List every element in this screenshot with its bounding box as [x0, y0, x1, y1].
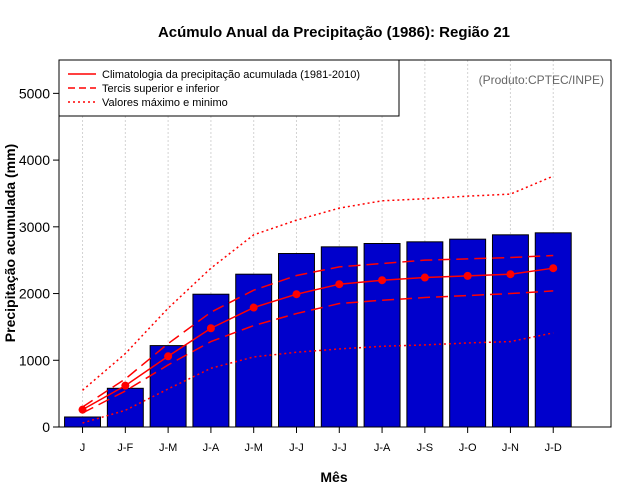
chart-title: Acúmulo Anual da Precipitação (1986): Re… [158, 24, 510, 41]
bar [449, 238, 487, 428]
climatology-point [420, 273, 429, 282]
x-tick-label: J-N [502, 442, 519, 454]
y-tick-label: 4000 [19, 152, 50, 168]
x-tick-label: J-M [245, 442, 263, 454]
x-tick-label: J-F [117, 442, 133, 454]
climatology-point [378, 276, 387, 285]
y-axis-title: Precipitação acumulada (mm) [2, 144, 18, 342]
x-axis-ticks: J J-F J-M J-A J-M J-J J-J J-A J-S J-O J-N J-D [80, 427, 562, 454]
series-line [82, 290, 554, 414]
climatology-point [335, 280, 344, 289]
legend-box [58, 59, 400, 117]
bar [64, 416, 102, 428]
y-tick-label: 0 [42, 419, 50, 435]
bar [106, 387, 144, 428]
legend: Climatologia da precipitação acumulada (… [58, 59, 400, 117]
legend-label-climatology: Climatologia da precipitação acumulada (… [102, 69, 360, 81]
bar [320, 246, 358, 428]
y-tick-label: 5000 [19, 85, 50, 101]
x-tick-label: J-A [374, 442, 391, 454]
bar [235, 273, 273, 428]
bar [534, 232, 572, 428]
climatology-point [121, 381, 130, 390]
x-tick-label: J-D [545, 442, 562, 454]
series-line [82, 332, 554, 424]
series-line [82, 267, 554, 411]
x-tick-label: J-A [203, 442, 220, 454]
climatology-point [206, 324, 215, 333]
legend-label-tercils: Tercis superior e inferior [102, 83, 220, 95]
climatology-point [549, 264, 558, 273]
climatology-point [292, 290, 301, 299]
bars-group [64, 232, 572, 428]
x-tick-label: J-J [289, 442, 304, 454]
source-note: (Produto:CPTEC/INPE) [479, 73, 604, 87]
x-axis-title: Mês [320, 469, 347, 485]
bar [406, 241, 444, 428]
x-tick-label: J-O [459, 442, 477, 454]
series-line [82, 254, 554, 408]
lines-group [78, 175, 558, 424]
y-tick-label: 1000 [19, 352, 50, 368]
x-tick-label: J [80, 442, 86, 454]
bar [363, 243, 401, 428]
climatology-point [463, 271, 472, 280]
legend-label-extremes: Valores máximo e minimo [102, 97, 228, 109]
y-axis-ticks: 0 1000 2000 3000 4000 5000 [19, 85, 59, 435]
bar [192, 293, 230, 428]
climatology-point [249, 303, 258, 312]
bar [491, 234, 529, 428]
climatology-point [164, 352, 173, 361]
y-tick-label: 3000 [19, 219, 50, 235]
x-tick-label: J-M [159, 442, 177, 454]
climatology-point [506, 270, 515, 279]
x-tick-label: J-J [332, 442, 347, 454]
x-tick-label: J-S [417, 442, 434, 454]
y-tick-label: 2000 [19, 286, 50, 302]
